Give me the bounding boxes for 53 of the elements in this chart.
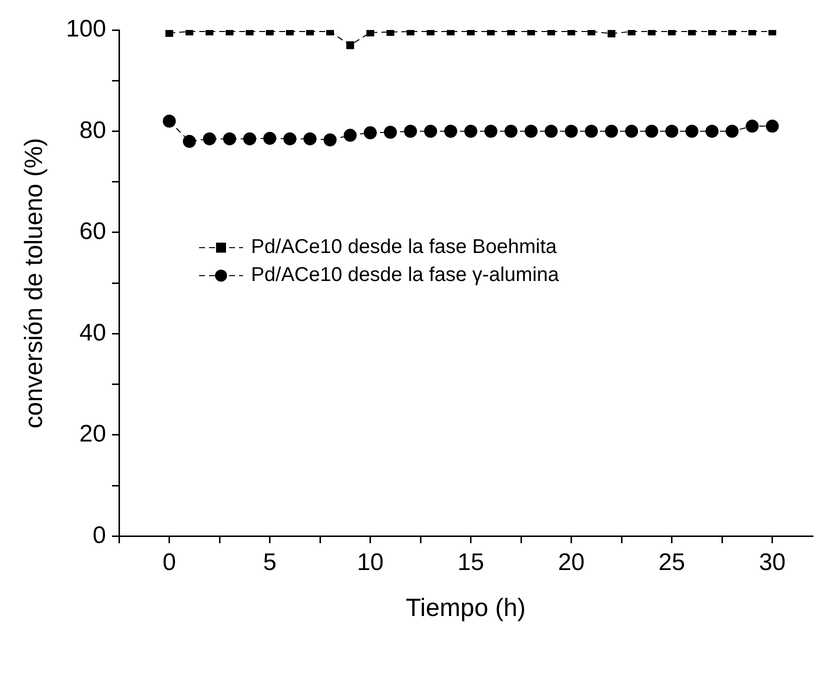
point (223, 132, 236, 146)
legend-label: Pd/ACe10 desde la fase γ-alumina (251, 264, 560, 286)
point (484, 124, 498, 138)
point (324, 133, 337, 146)
point (162, 114, 176, 128)
point (424, 124, 438, 138)
y-axis-title: conversión de tolueno (%) (20, 138, 48, 428)
point (346, 41, 354, 50)
point (202, 132, 216, 146)
x-axis-title: Tiempo (h) (406, 594, 526, 622)
point (665, 124, 678, 138)
point (464, 124, 478, 138)
y-tick-label: 20 (79, 420, 106, 448)
x-tick-label: 20 (558, 549, 585, 576)
point (608, 30, 616, 38)
point (605, 124, 618, 138)
point (504, 124, 518, 138)
point (366, 30, 374, 36)
point (243, 132, 256, 146)
point (404, 124, 417, 138)
point (344, 128, 357, 142)
point (263, 132, 276, 145)
point (645, 124, 658, 138)
y-tick-label: 100 (66, 16, 106, 43)
y-tick-label: 80 (79, 116, 106, 144)
point (182, 134, 196, 148)
x-tick-label: 5 (263, 549, 276, 576)
point (303, 132, 316, 146)
point (746, 120, 759, 133)
point (283, 132, 296, 146)
x-tick-label: 10 (356, 549, 384, 576)
point (584, 124, 598, 138)
point (766, 120, 779, 133)
point (544, 124, 558, 138)
point (165, 30, 174, 37)
point (524, 124, 538, 138)
x-tick-label: 25 (658, 549, 686, 576)
point (726, 124, 739, 138)
point (364, 126, 377, 140)
y-tick-label: 60 (79, 218, 106, 246)
x-tick-label: 0 (162, 549, 176, 576)
point (386, 30, 394, 36)
point (564, 124, 578, 138)
point (384, 126, 397, 139)
point (685, 124, 698, 138)
y-tick-label: 40 (79, 319, 106, 346)
x-tick-label: 15 (457, 549, 484, 576)
point (444, 124, 458, 138)
y-tick-label: 0 (92, 522, 106, 549)
point (625, 124, 638, 138)
x-tick-label: 30 (758, 549, 786, 576)
legend-label: Pd/ACe10 desde la fase Boehmita (251, 236, 558, 258)
point (706, 124, 718, 138)
